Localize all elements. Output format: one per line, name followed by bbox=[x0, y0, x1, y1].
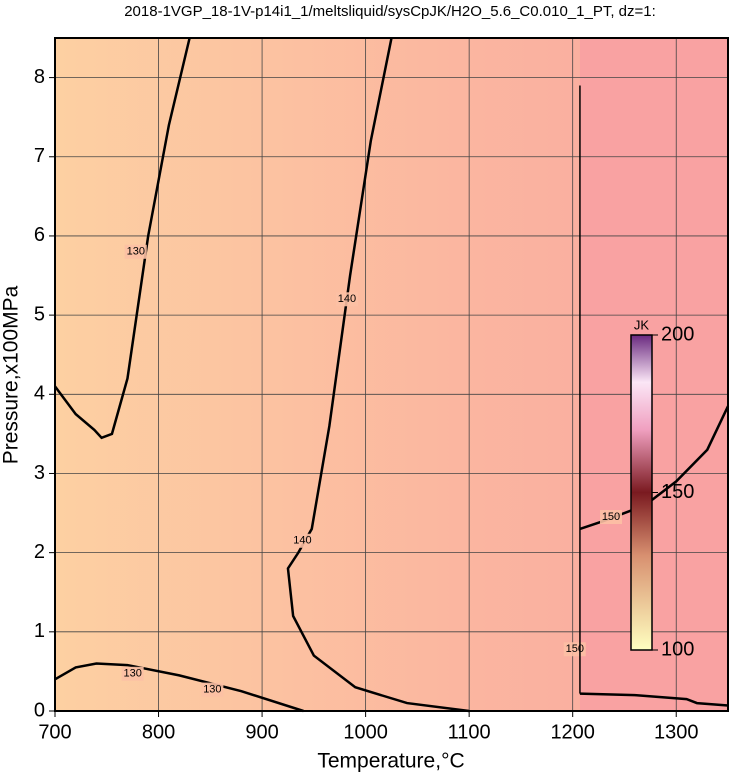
y-tick-label: 8 bbox=[34, 66, 45, 88]
colorbar-tick-label: 150 bbox=[661, 481, 694, 503]
contour-line bbox=[286, 37, 470, 713]
x-tick-label: 900 bbox=[245, 721, 278, 743]
contour-label-bg bbox=[121, 666, 144, 681]
contour-label-bg bbox=[201, 682, 224, 697]
contour-line bbox=[54, 662, 304, 713]
contour-label: 140 bbox=[338, 293, 356, 305]
x-tick-label: 1300 bbox=[654, 721, 699, 743]
x-tick-label: 1200 bbox=[550, 721, 595, 743]
contour-label-bg bbox=[291, 533, 314, 548]
colorbar-label: JK bbox=[634, 317, 650, 332]
plot-region bbox=[579, 38, 728, 711]
y-tick-label: 0 bbox=[34, 699, 45, 721]
contour-line bbox=[579, 405, 730, 531]
x-tick-label: 700 bbox=[38, 721, 71, 743]
chart-title: 2018-1VGP_18-1V-p14i1_1/meltsliquid/sysC… bbox=[124, 3, 656, 20]
contour-label: 130 bbox=[203, 684, 221, 696]
colorbar-tick-label: 100 bbox=[661, 638, 694, 660]
contour-label-bg bbox=[600, 510, 623, 525]
x-tick-label: 1100 bbox=[448, 721, 491, 743]
x-tick-label: 800 bbox=[142, 721, 175, 743]
colorbar-tick-label: 200 bbox=[661, 323, 694, 345]
contour-label: 140 bbox=[293, 535, 311, 547]
y-tick-label: 5 bbox=[34, 303, 45, 325]
plot-frame bbox=[54, 37, 729, 712]
y-tick-label: 7 bbox=[34, 145, 45, 167]
contour-label-bg bbox=[335, 292, 358, 307]
y-tick-label: 3 bbox=[34, 462, 45, 484]
y-axis-label: Pressure,x100MPa bbox=[0, 285, 23, 464]
contour-label: 130 bbox=[127, 246, 145, 258]
y-tick-label: 4 bbox=[34, 383, 45, 405]
y-tick-label: 1 bbox=[34, 620, 45, 642]
contour-label: 130 bbox=[123, 668, 141, 680]
contour-label-bg bbox=[124, 244, 147, 259]
x-tick-label: 1000 bbox=[343, 721, 388, 743]
contour-label: 150 bbox=[602, 511, 620, 523]
y-tick-label: 2 bbox=[34, 541, 45, 563]
y-tick-label: 6 bbox=[34, 224, 45, 246]
contour-line bbox=[53, 37, 191, 440]
colorbar bbox=[630, 334, 653, 651]
x-axis-label: Temperature,°C bbox=[317, 750, 464, 773]
contour-label: 150 bbox=[566, 643, 584, 655]
contour-line bbox=[579, 692, 729, 707]
